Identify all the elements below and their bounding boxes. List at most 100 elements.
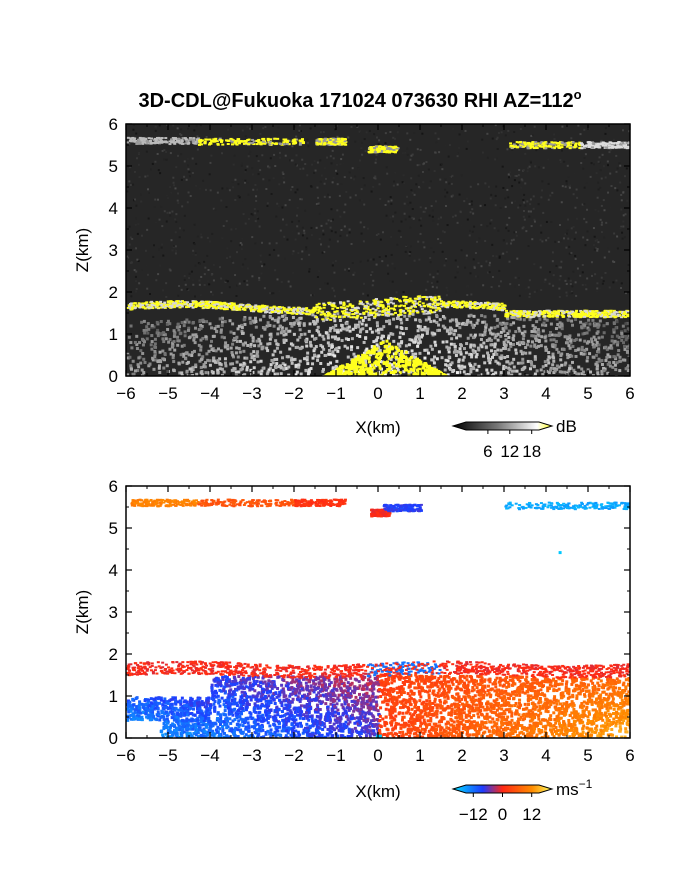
noise-pixel (531, 238, 534, 241)
backscatter-cloud-pixel (152, 141, 156, 144)
backscatter-cloud-pixel (129, 138, 133, 141)
noise-pixel (207, 268, 210, 271)
backscatter-pixel (591, 343, 595, 347)
noise-pixel (465, 147, 468, 150)
backscatter-pixel (151, 358, 155, 362)
backscatter-pixel (503, 345, 507, 349)
backscatter-core-pixel (387, 356, 391, 360)
backscatter-core-pixel (397, 357, 401, 361)
noise-pixel (480, 265, 483, 268)
noise-pixel (359, 131, 362, 134)
backscatter-pixel (176, 343, 180, 347)
noise-pixel (334, 231, 337, 234)
noise-pixel (334, 186, 337, 189)
backscatter-bl-pixel (579, 313, 583, 316)
noise-pixel (566, 229, 569, 232)
noise-pixel (572, 193, 575, 196)
backscatter-pixel (223, 345, 227, 349)
backscatter-core-pixel (415, 362, 419, 366)
backscatter-pixel (299, 346, 303, 350)
backscatter-core-pixel (328, 373, 332, 376)
noise-pixel (518, 169, 521, 172)
backscatter-pixel (391, 332, 395, 336)
backscatter-pixel (186, 360, 190, 364)
noise-pixel (322, 131, 325, 134)
backscatter-bl-pixel (431, 299, 435, 302)
backscatter-pixel (458, 326, 462, 330)
noise-pixel (583, 186, 586, 189)
noise-pixel (623, 175, 626, 178)
backscatter-pixel (251, 335, 255, 339)
backscatter-pixel (283, 313, 287, 317)
backscatter-pixel (208, 322, 212, 326)
backscatter-bl-pixel (358, 313, 362, 316)
backscatter-pixel (153, 351, 157, 355)
backscatter-pixel (541, 365, 545, 369)
backscatter-core-pixel (375, 352, 379, 356)
backscatter-cloud-pixel (301, 138, 305, 141)
noise-pixel (527, 244, 530, 247)
backscatter-pixel (542, 321, 546, 325)
backscatter-pixel (359, 328, 363, 332)
backscatter-cloud-pixel (183, 137, 187, 140)
backscatter-bl-pixel (156, 303, 160, 306)
backscatter-bl-pixel (350, 305, 354, 308)
noise-pixel (486, 132, 489, 135)
backscatter-pixel (364, 359, 368, 363)
backscatter-core-pixel (379, 341, 383, 345)
backscatter-core-pixel (352, 363, 356, 367)
noise-pixel (347, 269, 350, 272)
noise-pixel (222, 224, 225, 227)
noise-pixel (153, 205, 156, 208)
backscatter-bl-pixel (150, 300, 154, 303)
backscatter-pixel (284, 338, 288, 342)
backscatter-cloud-pixel (141, 141, 145, 144)
backscatter-pixel (310, 334, 314, 338)
noise-pixel (261, 154, 264, 157)
backscatter-pixel (358, 320, 362, 324)
backscatter-pixel (208, 363, 212, 367)
noise-pixel (361, 153, 364, 156)
backscatter-pixel (231, 355, 235, 359)
backscatter-pixel (231, 362, 235, 366)
noise-pixel (281, 206, 284, 209)
noise-pixel (444, 195, 447, 198)
backscatter-bl-pixel (318, 306, 322, 309)
backscatter-core-pixel (365, 354, 369, 358)
backscatter-bl-pixel (543, 315, 547, 318)
noise-pixel (359, 221, 362, 224)
noise-pixel (533, 220, 536, 223)
noise-pixel (358, 199, 361, 202)
backscatter-bl-pixel (482, 305, 486, 308)
backscatter-pixel (392, 339, 396, 343)
backscatter-cloud-pixel (130, 139, 134, 142)
backscatter-pixel (492, 353, 496, 357)
backscatter-core-pixel (421, 366, 425, 370)
noise-pixel (178, 285, 181, 288)
noise-pixel (331, 287, 334, 290)
backscatter-pixel (615, 361, 619, 365)
noise-pixel (497, 131, 500, 134)
backscatter-pixel (549, 338, 553, 342)
backscatter-pixel (290, 361, 294, 365)
backscatter-bl-pixel (345, 308, 349, 311)
backscatter-bl-pixel (358, 300, 362, 303)
backscatter-bl-pixel (415, 297, 419, 300)
backscatter-pixel (446, 359, 450, 363)
backscatter-bl-pixel (142, 306, 146, 309)
backscatter-bl-pixel (200, 300, 204, 303)
backscatter-core-pixel (359, 359, 363, 363)
backscatter-pixel (563, 370, 567, 374)
noise-pixel (590, 139, 593, 142)
backscatter-pixel (254, 325, 258, 329)
noise-pixel (539, 266, 542, 269)
backscatter-pixel (481, 333, 485, 337)
noise-pixel (361, 141, 364, 144)
backscatter-pixel (197, 343, 201, 347)
backscatter-bl-pixel (468, 301, 472, 304)
noise-pixel (247, 155, 250, 158)
backscatter-pixel (544, 323, 548, 327)
backscatter-pixel (271, 361, 275, 365)
backscatter-pixel (349, 348, 353, 352)
noise-pixel (536, 289, 539, 292)
